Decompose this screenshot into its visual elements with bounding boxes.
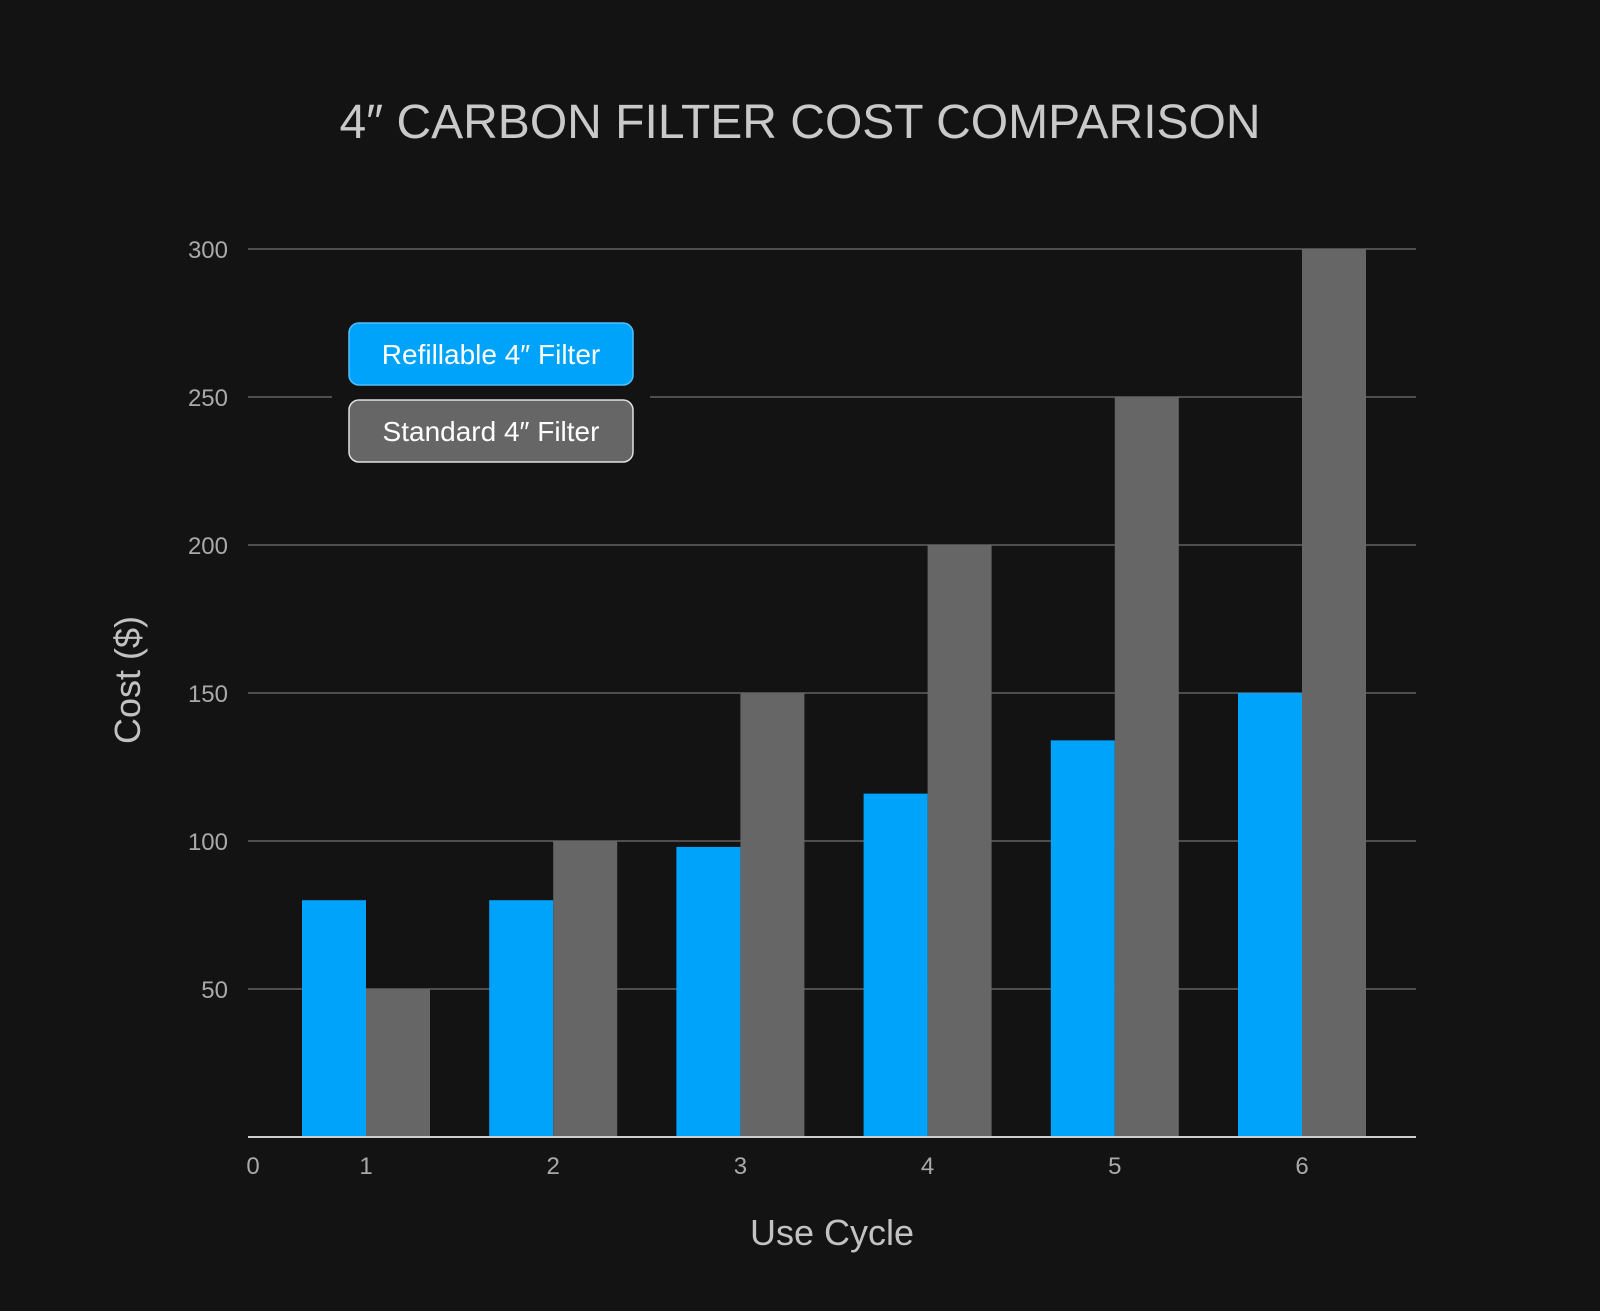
chart-title: 4″ CARBON FILTER COST COMPARISON — [339, 96, 1260, 149]
x-tick-label: 6 — [1295, 1153, 1308, 1180]
legend-label: Standard 4″ Filter — [383, 416, 600, 447]
bar-series-1-cycle-4 — [863, 793, 928, 1137]
bar-series-1-cycle-2 — [489, 900, 554, 1137]
bar-series-2-cycle-3 — [740, 693, 805, 1137]
legend-item-2: Standard 4″ Filter — [348, 399, 634, 463]
bar-series-2-cycle-1 — [366, 989, 430, 1137]
x-origin-label: 0 — [246, 1153, 259, 1180]
x-tick-label: 4 — [921, 1153, 934, 1180]
x-tick-label: 3 — [734, 1153, 747, 1180]
bar-series-2-cycle-4 — [927, 545, 992, 1137]
y-axis-ticks: 50 100 150 200 250 300 — [188, 237, 228, 1004]
y-tick-label: 250 — [188, 385, 228, 412]
bar-series-1-cycle-6 — [1238, 693, 1302, 1137]
bar-series-2-cycle-2 — [553, 841, 618, 1137]
bar-series-2-cycle-6 — [1302, 249, 1366, 1137]
y-tick-label: 200 — [188, 533, 228, 560]
x-axis-ticks: 0 1 2 3 4 5 6 — [246, 1153, 1308, 1180]
x-tick-label: 1 — [359, 1153, 372, 1180]
bar-series-1-cycle-1 — [302, 900, 366, 1137]
x-tick-label: 2 — [547, 1153, 560, 1180]
bars — [302, 249, 1366, 1137]
bar-series-1-cycle-5 — [1050, 740, 1115, 1137]
legend-swatch — [348, 399, 634, 463]
y-axis-label: Cost ($) — [107, 616, 148, 744]
legend-swatch — [348, 322, 634, 386]
legend: Refillable 4″ Filter Standard 4″ Filter — [332, 322, 650, 466]
legend-item-1: Refillable 4″ Filter — [348, 322, 634, 386]
y-tick-label: 50 — [201, 977, 228, 1004]
y-tick-label: 150 — [188, 681, 228, 708]
x-axis-label: Use Cycle — [750, 1212, 914, 1253]
x-tick-label: 5 — [1108, 1153, 1121, 1180]
y-tick-label: 100 — [188, 829, 228, 856]
y-tick-label: 300 — [188, 237, 228, 264]
bar-series-1-cycle-3 — [676, 846, 741, 1137]
bar-series-2-cycle-5 — [1114, 397, 1179, 1137]
legend-label: Refillable 4″ Filter — [382, 339, 600, 370]
